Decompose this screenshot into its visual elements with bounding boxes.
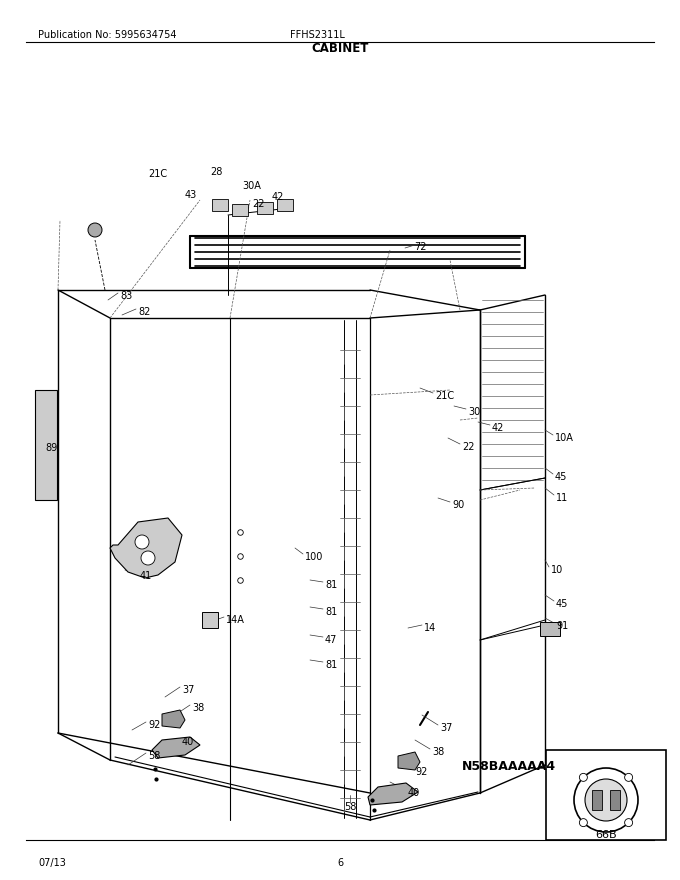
Text: CABINET: CABINET xyxy=(311,42,369,55)
Text: 28: 28 xyxy=(210,167,222,177)
Text: 38: 38 xyxy=(192,703,204,713)
Text: 83: 83 xyxy=(120,291,132,301)
Text: 30A: 30A xyxy=(242,181,261,191)
Bar xyxy=(202,612,218,628)
Text: 40: 40 xyxy=(182,737,194,747)
Bar xyxy=(592,790,602,810)
Bar xyxy=(212,199,228,211)
Text: 22: 22 xyxy=(252,199,265,209)
Bar xyxy=(610,790,620,810)
Polygon shape xyxy=(398,752,420,770)
Circle shape xyxy=(135,535,149,549)
Circle shape xyxy=(585,779,627,821)
Text: 37: 37 xyxy=(182,685,194,695)
Text: 81: 81 xyxy=(325,660,337,670)
Text: 100: 100 xyxy=(305,552,324,562)
Text: N58BAAAAA4: N58BAAAAA4 xyxy=(462,760,556,773)
Text: 37: 37 xyxy=(440,723,452,733)
Text: 43: 43 xyxy=(185,190,197,200)
Text: 11: 11 xyxy=(556,493,568,503)
Text: 47: 47 xyxy=(325,635,337,645)
Bar xyxy=(277,199,293,211)
Text: 38: 38 xyxy=(432,747,444,757)
Text: 21C: 21C xyxy=(435,391,454,401)
Text: 92: 92 xyxy=(148,720,160,730)
Text: 45: 45 xyxy=(555,472,567,482)
Text: 10: 10 xyxy=(551,565,563,575)
Text: 81: 81 xyxy=(325,580,337,590)
Text: 92: 92 xyxy=(415,767,427,777)
Text: 58: 58 xyxy=(148,751,160,761)
Text: 40: 40 xyxy=(408,788,420,798)
Text: 14: 14 xyxy=(424,623,437,633)
Text: 82: 82 xyxy=(138,307,150,317)
Bar xyxy=(232,204,248,216)
Bar xyxy=(257,202,273,214)
Circle shape xyxy=(579,818,588,826)
Text: 10A: 10A xyxy=(555,433,574,443)
Text: FFHS2311L: FFHS2311L xyxy=(290,30,345,40)
Text: 42: 42 xyxy=(492,423,505,433)
Bar xyxy=(540,622,560,636)
Text: 22: 22 xyxy=(462,442,475,452)
Text: 6: 6 xyxy=(337,858,343,868)
Polygon shape xyxy=(152,737,200,758)
Text: 58: 58 xyxy=(344,802,356,812)
Text: 81: 81 xyxy=(325,607,337,617)
Circle shape xyxy=(625,774,632,781)
Polygon shape xyxy=(110,518,182,578)
Circle shape xyxy=(141,551,155,565)
Text: 90: 90 xyxy=(452,500,464,510)
Polygon shape xyxy=(368,783,418,805)
Text: 89: 89 xyxy=(46,443,58,453)
Text: 91: 91 xyxy=(556,621,568,631)
Text: 14A: 14A xyxy=(226,615,245,625)
Circle shape xyxy=(88,223,102,237)
Text: Publication No: 5995634754: Publication No: 5995634754 xyxy=(38,30,177,40)
Text: 30: 30 xyxy=(468,407,480,417)
Text: 07/13: 07/13 xyxy=(38,858,66,868)
Bar xyxy=(35,390,57,500)
Bar xyxy=(546,750,666,840)
Circle shape xyxy=(579,774,588,781)
Circle shape xyxy=(625,818,632,826)
Text: 45: 45 xyxy=(556,599,568,609)
Text: 72: 72 xyxy=(413,242,426,252)
Text: 66B: 66B xyxy=(595,830,617,840)
Text: 41: 41 xyxy=(140,571,152,581)
Text: 42: 42 xyxy=(272,192,284,202)
Text: 21C: 21C xyxy=(148,169,167,179)
Polygon shape xyxy=(162,710,185,728)
